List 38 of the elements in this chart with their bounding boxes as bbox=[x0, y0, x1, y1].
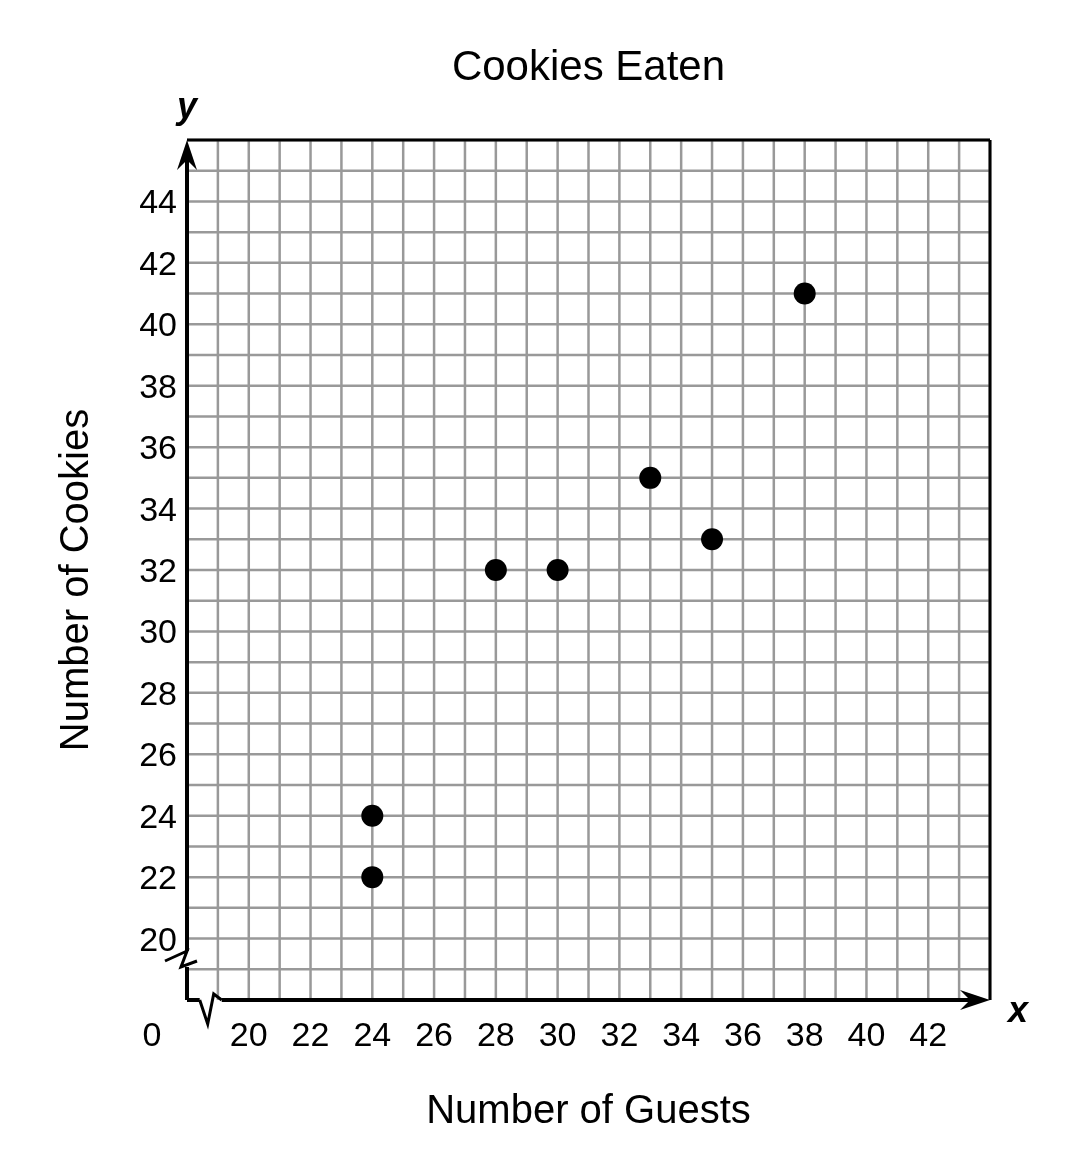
point bbox=[639, 466, 662, 489]
x-axis-title: Number of Guests bbox=[426, 1087, 751, 1131]
y-tick-label: 22 bbox=[139, 858, 177, 897]
chart-title: Cookies Eaten bbox=[451, 42, 726, 89]
point bbox=[361, 804, 384, 827]
x-tick-label: 42 bbox=[909, 1015, 948, 1053]
text: x bbox=[1005, 989, 1030, 1030]
y-tick-label: 20 bbox=[139, 919, 177, 958]
point bbox=[546, 559, 569, 581]
y-tick-label: 32 bbox=[139, 551, 177, 589]
y-tick-label: 28 bbox=[139, 673, 177, 712]
x-tick-label: 30 bbox=[538, 1015, 577, 1053]
x-tick-label: 20 bbox=[229, 1015, 268, 1053]
y-tick-label: 38 bbox=[139, 366, 177, 405]
x-tick-label: 40 bbox=[847, 1015, 886, 1053]
x-tick-label: 36 bbox=[724, 1015, 762, 1053]
x-tick-label: 38 bbox=[785, 1015, 824, 1053]
point bbox=[361, 866, 384, 889]
x-tick-label: 24 bbox=[353, 1015, 392, 1053]
y-tick-label: 44 bbox=[139, 182, 177, 221]
x-tick-label: 22 bbox=[291, 1015, 330, 1053]
point bbox=[701, 528, 724, 551]
y-tick-label: 26 bbox=[139, 735, 177, 774]
text: y bbox=[174, 85, 199, 126]
y-tick-label: 24 bbox=[139, 796, 177, 835]
text: 0 bbox=[142, 1015, 162, 1053]
y-tick-label: 42 bbox=[139, 243, 177, 282]
point bbox=[793, 282, 816, 305]
x-tick-label: 32 bbox=[600, 1015, 639, 1053]
x-tick-label: 34 bbox=[662, 1015, 701, 1053]
y-tick-label: 40 bbox=[139, 305, 177, 344]
y-tick-label: 36 bbox=[139, 428, 177, 467]
y-tick-label: 30 bbox=[139, 612, 177, 651]
point bbox=[484, 559, 507, 581]
y-axis-title: Number of Cookies bbox=[52, 408, 96, 752]
y-tick-label: 34 bbox=[139, 489, 177, 528]
x-tick-label: 26 bbox=[415, 1015, 453, 1053]
x-tick-label: 28 bbox=[476, 1015, 515, 1053]
